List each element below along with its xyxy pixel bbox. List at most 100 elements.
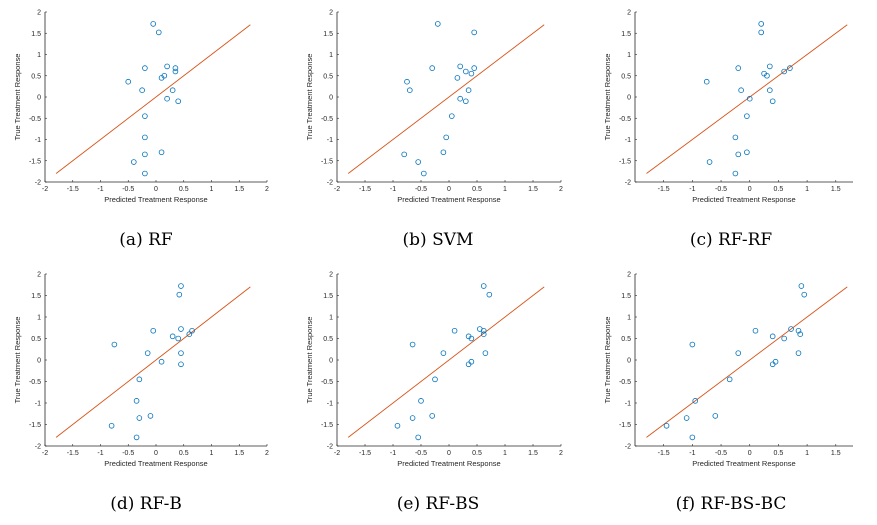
y-tick-label: 0 [329,358,333,365]
y-tick-label: 0 [627,95,631,102]
scatter-chart: -2 -1.5 -1 -0.5 0 0.5 1 1.5 2 -2 -1.5 -1 -0.5 0 0.5 1 1.… [13,272,269,469]
scatter-point [401,151,407,158]
scatter-point [772,358,779,365]
scatter-point [482,350,489,356]
scatter-panel-4: -2 -1.5 -1 -0.5 0 0.5 1 1.5 2 -2 -1.5 -1 -0.5 0 0.5 1 1.… [0,262,292,524]
scatter-point [457,95,464,102]
scatter-point [111,341,118,348]
x-tick-label: 0 [447,450,451,457]
scatter-chart: -2 -1.5 -1 -0.5 0 0.5 1 1.5 2 -2 -1.5 -1 -0.5 0 0.5 1 1.… [13,10,269,205]
y-tick-label: -1.5 [321,158,333,165]
scatter-point [788,326,794,332]
y-tick-label: 0.5 [323,73,333,80]
scatter-point [683,415,690,421]
scatter-point [463,98,469,105]
y-tick-label: 1.5 [323,293,333,300]
y-tick-label: -1.5 [29,158,41,165]
scatter-point [767,87,773,93]
scatter-point [172,68,179,75]
x-tick-label: -0.5 [415,186,427,193]
panel-caption: (a) RF [119,230,173,250]
scatter-panel-3: -1.5 -1 -0.5 0 0.5 1 1.5 -2 -1.5 -1 -0.5 0 0.5 1 1.5 2 P… [585,0,877,262]
y-tick-label: -0.5 [321,379,333,386]
y-tick-label: 1.5 [31,31,41,38]
y-axis-label: True Treatment Response [13,317,22,404]
y-tick-label: 1 [329,52,333,59]
x-tick-label: -2 [42,186,48,193]
x-axis-label: Predicted Treatment Response [692,459,795,468]
y-tick-label: 1.5 [621,31,631,38]
x-tick-label: 2 [559,186,563,193]
scatter-point [689,341,696,348]
x-tick-label: 1 [503,450,507,457]
y-tick-label: 1 [37,52,41,59]
x-tick-label: -1.5 [359,450,371,457]
x-tick-label: -1.5 [67,186,79,193]
y-tick-label: -2 [625,444,631,451]
scatter-point [158,149,165,156]
reference-line [55,24,251,174]
x-tick-label: 1.5 [831,186,841,193]
y-tick-label: -2 [327,444,333,451]
scatter-point [752,327,759,334]
y-tick-label: 0 [329,95,333,102]
scatter-point [175,98,182,105]
scatter-point [108,422,115,429]
x-axis-label: Predicted Treatment Response [397,195,500,204]
y-tick-label: 0.5 [323,336,333,343]
x-tick-label: 1.5 [831,450,841,457]
x-axis-label: Predicted Treatment Response [104,195,207,204]
x-tick-label: -2 [334,450,340,457]
scatter-point [161,72,168,79]
y-tick-label: 1 [37,315,41,322]
x-tick-label: -1 [390,450,396,457]
x-tick-label: 0.5 [472,450,482,457]
scatter-point [463,68,469,75]
y-tick-label: 1 [329,315,333,322]
x-tick-label: 0.5 [774,450,784,457]
scatter-point [732,134,739,141]
y-tick-label: -1.5 [619,422,631,429]
scatter-point [142,151,148,158]
scatter-point [178,283,184,289]
scatter-point [744,113,750,119]
y-tick-label: 2 [627,10,631,17]
scatter-point [164,95,170,102]
x-tick-label: -1.5 [658,186,670,193]
scatter-point [404,78,410,85]
y-tick-label: 0.5 [621,336,631,343]
scatter-point [136,415,143,421]
scatter-point [415,159,421,165]
y-tick-label: -2 [35,180,41,187]
scatter-chart: -1.5 -1 -0.5 0 0.5 1 1.5 -2 -1.5 -1 -0.5 0 0.5 1 1.5 2 P… [603,272,853,468]
reference-line [55,286,251,438]
scatter-point [409,341,416,348]
scatter-point [440,350,447,356]
y-tick-label: -1 [327,137,333,144]
x-tick-label: 0.5 [774,186,784,193]
x-tick-label: 0 [154,450,158,457]
scatter-point [418,398,424,404]
scatter-point [465,87,472,93]
x-tick-label: -1 [689,450,695,457]
scatter-point [158,358,165,365]
scatter-point [764,72,770,79]
scatter-point [131,159,137,165]
scatter-point [706,159,713,165]
x-tick-label: 1 [805,450,809,457]
scatter-panel-1: -2 -1.5 -1 -0.5 0 0.5 1 1.5 2 -2 -1.5 -1 -0.5 0 0.5 1 1.… [0,0,292,262]
scatter-point [480,327,487,334]
scatter-point [781,335,787,342]
scatter-point [440,149,447,156]
scatter-point [797,331,804,337]
y-tick-label: 1.5 [323,31,333,38]
scatter-point [164,63,170,70]
scatter-point [486,291,493,298]
x-tick-label: 1 [805,186,809,193]
scatter-point [692,398,699,404]
scatter-point [176,291,183,298]
x-tick-label: -1 [97,186,103,193]
scatter-point [407,87,413,93]
scatter-point [454,75,461,81]
